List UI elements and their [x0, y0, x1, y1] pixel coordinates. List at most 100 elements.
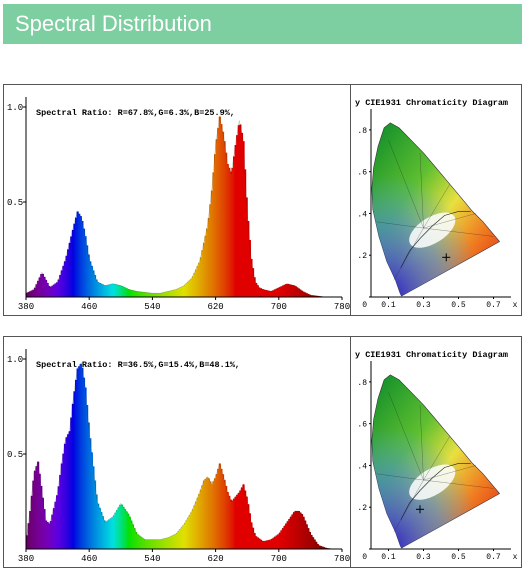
region-boundary — [423, 436, 450, 481]
spectrum-bar — [261, 289, 264, 297]
spectrum-bar — [62, 453, 65, 549]
spectrum-bar — [214, 478, 217, 549]
spectrum-bar — [179, 529, 182, 549]
chromaticity-blue-region — [371, 374, 500, 548]
cie-y-tick-label: .6 — [357, 169, 367, 178]
spectrum-bar — [289, 284, 293, 297]
spectrum-bar — [30, 495, 33, 549]
spectrum-bar — [272, 537, 275, 549]
y-tick-label: 1.0 — [7, 355, 23, 365]
spectrum-bar — [81, 367, 84, 549]
spectrum-bar — [97, 282, 100, 297]
spectrum-bar — [26, 535, 29, 549]
spectrum-bar — [169, 536, 172, 549]
spectrum-bar — [299, 512, 302, 549]
spectrum-bar — [157, 293, 160, 297]
spectrum-bar — [106, 285, 109, 297]
region-boundary — [423, 213, 477, 229]
spectrum-bar — [231, 167, 234, 297]
spectrum-bar — [225, 485, 228, 549]
spectrum-bar — [304, 520, 307, 549]
spectrum-bar — [120, 504, 123, 549]
spectral-ratio-label: Spectral Ratio: R=67.8%,G=6.3%,B=25.9%, — [36, 108, 235, 118]
spectrum-bar — [234, 145, 237, 297]
cie-x-tick-label: x — [513, 301, 518, 310]
spectrum-bar — [127, 289, 130, 297]
spectrum-bar — [114, 284, 117, 297]
spectrum-bar — [109, 518, 112, 549]
spectrum-bar — [122, 286, 125, 297]
spectrum-bar — [38, 277, 41, 297]
cie-y-tick-label: 0 — [362, 301, 367, 310]
spectrum-bar — [240, 487, 244, 549]
x-tick-label: 780 — [334, 302, 350, 312]
spectrum-bar — [146, 539, 149, 549]
spectrum-bar — [116, 284, 119, 297]
spectrum-bar — [74, 217, 78, 297]
spectrum-bar — [41, 497, 44, 549]
spectrum-bar — [74, 379, 78, 549]
spectrum-bar — [188, 280, 191, 297]
spectrum-bar — [204, 235, 207, 297]
spectrum-bar — [212, 481, 215, 549]
spectrum-bar — [259, 539, 263, 549]
spectrum-bar — [228, 495, 231, 549]
spectrum-bar — [255, 282, 258, 297]
spectrum-bar — [313, 295, 316, 297]
spectrum-bar — [324, 547, 327, 549]
cie-y-tick-label: .2 — [357, 252, 367, 261]
spectrum-bar — [285, 523, 288, 549]
spectrum-bar — [133, 290, 136, 297]
spectrum-bar — [105, 521, 108, 549]
spectrum-bar — [229, 499, 232, 549]
spectrum-bar — [117, 285, 120, 297]
spectrum-bar — [168, 537, 171, 549]
spectrum-bar — [232, 156, 236, 297]
spectrum-bar — [209, 204, 212, 297]
spectrum-bar — [30, 290, 33, 297]
spectrum-bar — [198, 493, 201, 549]
spectrum-bar — [81, 221, 84, 297]
y-tick-label: 1.0 — [7, 103, 23, 113]
white-region — [409, 464, 456, 500]
spectrum-bar — [250, 522, 253, 549]
spectrum-bar — [44, 279, 48, 297]
spectrum-bar — [236, 494, 239, 549]
spectrum-bar — [49, 286, 52, 297]
spectrum-bar — [275, 288, 278, 297]
spectrum-bar — [103, 285, 106, 297]
spectrum-bar — [259, 288, 263, 297]
y-tick-label: 0.5 — [7, 198, 23, 208]
spectrum-bar — [297, 288, 300, 297]
spectrum-bar — [313, 539, 316, 549]
spectrum-bar — [316, 544, 319, 549]
spectrum-bar — [87, 254, 90, 297]
spectrum-bar — [242, 141, 245, 297]
x-tick-label: 460 — [81, 302, 97, 312]
spectrum-panel-1: 1.0 0.5 380 460 540 620 700 780 Spectral Ratio: … — [3, 84, 522, 316]
spectrum-bar — [153, 539, 157, 549]
spectrum-bar — [171, 290, 174, 297]
spectrum-bar — [214, 154, 217, 297]
spectrum-bar — [116, 510, 119, 549]
region-boundary — [393, 479, 424, 533]
spectrum-bar — [57, 486, 60, 549]
spectrum-bar — [251, 527, 255, 549]
spectrum-bar — [146, 292, 149, 297]
cie-y-tick-label: .4 — [357, 210, 367, 219]
spectrum-bar — [155, 293, 158, 297]
spectrum-bar — [152, 539, 155, 549]
spectrum-bar — [278, 532, 281, 549]
spectrum-bar — [210, 484, 214, 549]
spectrum-bar — [128, 516, 131, 549]
x-tick-label: 380 — [18, 554, 34, 564]
spectrum-bar — [185, 520, 188, 549]
spectrum-bar — [267, 540, 270, 549]
spectrum-bar — [318, 545, 321, 549]
spectrum-bar — [196, 266, 199, 297]
spectrum-bar — [100, 511, 103, 549]
spectrum-bar — [160, 539, 163, 549]
spectrum-bar — [32, 480, 35, 549]
spectrum-bar — [37, 461, 40, 549]
spectrum-bar — [95, 494, 98, 549]
